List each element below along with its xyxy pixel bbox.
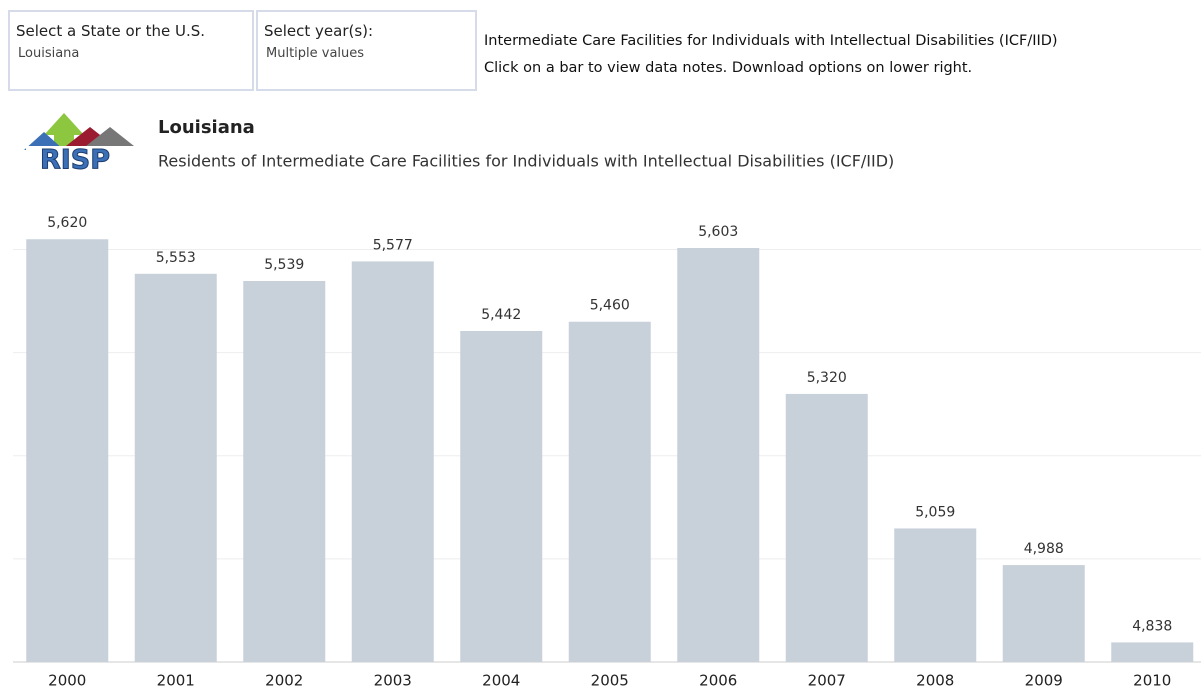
bar[interactable] — [460, 331, 543, 662]
x-tick-label: 2010 — [1133, 672, 1171, 690]
value-label: 5,320 — [807, 370, 847, 386]
bar[interactable] — [568, 321, 651, 662]
value-label: 4,988 — [1024, 541, 1064, 557]
value-label: 5,553 — [156, 250, 196, 266]
value-label: 5,577 — [373, 237, 413, 253]
value-label: 5,620 — [47, 215, 87, 231]
bar[interactable] — [1111, 642, 1194, 662]
bar[interactable] — [351, 261, 434, 662]
chart-title: Louisiana — [158, 117, 255, 138]
year-filter[interactable]: Select year(s): Multiple values — [256, 10, 477, 91]
x-tick-label: 2004 — [482, 672, 520, 690]
bar[interactable] — [677, 248, 760, 662]
x-tick-label: 2009 — [1025, 672, 1063, 690]
x-tick-label: 2002 — [265, 672, 303, 690]
value-label: 5,059 — [915, 504, 955, 520]
filter-label: Select year(s): — [264, 22, 374, 40]
info-text: Click on a bar to view data notes. Downl… — [484, 60, 973, 76]
value-label: 5,539 — [264, 257, 304, 273]
filter-value: Louisiana — [18, 46, 80, 61]
x-tick-label: 2005 — [591, 672, 629, 690]
value-label: 5,603 — [698, 224, 738, 240]
x-tick-label: 2001 — [157, 672, 195, 690]
bar[interactable] — [134, 273, 217, 662]
info-text: Intermediate Care Facilities for Individ… — [484, 33, 1058, 49]
value-label: 5,442 — [481, 307, 521, 323]
logo: RISP — [24, 113, 134, 176]
bar[interactable] — [26, 239, 109, 662]
bar[interactable] — [894, 528, 977, 662]
chart-subtitle: Residents of Intermediate Care Facilitie… — [158, 152, 894, 171]
x-tick-label: 2006 — [699, 672, 737, 690]
x-tick-label: 2007 — [808, 672, 846, 690]
bar[interactable] — [1002, 565, 1085, 662]
value-label: 4,838 — [1132, 618, 1172, 634]
x-tick-label: 2008 — [916, 672, 954, 690]
state-filter[interactable]: Select a State or the U.S. Louisiana — [8, 10, 254, 91]
bar[interactable] — [243, 281, 326, 662]
x-tick-label: 2000 — [48, 672, 86, 690]
bar[interactable] — [785, 393, 868, 662]
filter-label: Select a State or the U.S. — [16, 22, 206, 40]
value-label: 5,460 — [590, 298, 630, 314]
x-tick-label: 2003 — [374, 672, 412, 690]
logo-text: RISP — [40, 145, 110, 176]
filter-value: Multiple values — [266, 46, 365, 61]
